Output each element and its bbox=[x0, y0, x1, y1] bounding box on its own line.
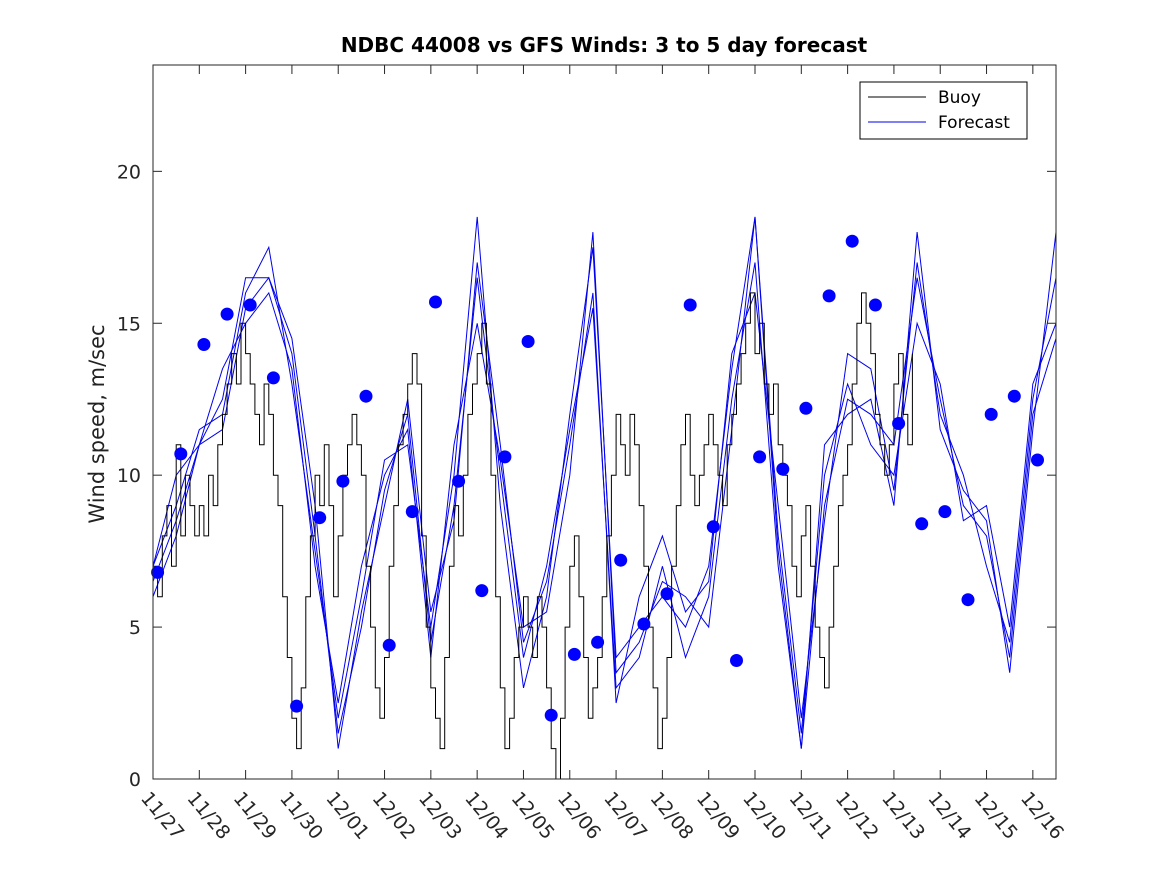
forecast-line-3 bbox=[153, 262, 1056, 749]
forecast-marker bbox=[1007, 389, 1021, 403]
forecast-marker bbox=[313, 511, 327, 525]
forecast-marker bbox=[984, 407, 998, 421]
forecast-marker bbox=[243, 298, 257, 312]
forecast-marker bbox=[266, 371, 280, 385]
forecast-marker bbox=[498, 450, 512, 464]
forecast-marker bbox=[660, 587, 674, 601]
forecast-marker bbox=[567, 647, 581, 661]
legend-buoy-label: Buoy bbox=[938, 88, 981, 108]
forecast-marker bbox=[521, 335, 535, 348]
y-tick-label: 10 bbox=[117, 465, 141, 487]
forecast-marker bbox=[614, 553, 628, 567]
forecast-marker bbox=[706, 520, 720, 534]
forecast-line-4 bbox=[153, 216, 1056, 749]
forecast-marker bbox=[452, 474, 466, 488]
forecast-marker bbox=[359, 389, 373, 403]
forecast-marker bbox=[938, 505, 952, 519]
plot-area bbox=[153, 65, 1056, 779]
forecast-marker bbox=[290, 699, 304, 713]
forecast-marker bbox=[753, 450, 767, 464]
forecast-marker bbox=[382, 638, 396, 652]
legend: Buoy Forecast bbox=[859, 81, 1028, 140]
forecast-marker bbox=[822, 289, 836, 303]
forecast-marker bbox=[845, 234, 859, 248]
forecast-marker bbox=[174, 447, 188, 461]
y-tick-label: 5 bbox=[129, 617, 141, 639]
forecast-marker bbox=[799, 401, 813, 415]
y-tick-label: 15 bbox=[117, 313, 141, 335]
forecast-marker bbox=[637, 617, 651, 631]
forecast-marker bbox=[915, 517, 929, 531]
chart-title: NDBC 44008 vs GFS Winds: 3 to 5 day fore… bbox=[341, 33, 868, 57]
forecast-marker bbox=[336, 474, 350, 488]
buoy-line bbox=[153, 292, 913, 779]
axes-box bbox=[152, 64, 1057, 780]
forecast-marker bbox=[197, 338, 211, 351]
forecast-marker bbox=[220, 307, 234, 321]
forecast-marker bbox=[683, 298, 697, 312]
forecast-marker bbox=[868, 298, 882, 312]
legend-forecast-label: Forecast bbox=[938, 113, 1010, 133]
forecast-marker bbox=[1031, 453, 1044, 467]
y-tick-label: 20 bbox=[117, 161, 141, 183]
forecast-marker bbox=[591, 635, 605, 649]
y-tick-label: 0 bbox=[129, 769, 141, 791]
forecast-markers bbox=[151, 234, 1044, 722]
forecast-marker bbox=[892, 417, 906, 430]
forecast-marker bbox=[405, 505, 419, 519]
forecast-marker bbox=[730, 654, 743, 667]
forecast-marker bbox=[544, 708, 558, 722]
forecast-marker bbox=[151, 565, 165, 579]
y-axis-label: Wind speed, m/sec bbox=[85, 324, 109, 523]
forecast-marker bbox=[475, 584, 489, 598]
forecast-marker bbox=[429, 295, 442, 309]
buoy-series bbox=[153, 292, 913, 779]
forecast-lines bbox=[153, 216, 1056, 749]
forecast-marker bbox=[776, 462, 790, 476]
forecast-marker bbox=[961, 593, 975, 607]
legend-box bbox=[859, 81, 1028, 140]
